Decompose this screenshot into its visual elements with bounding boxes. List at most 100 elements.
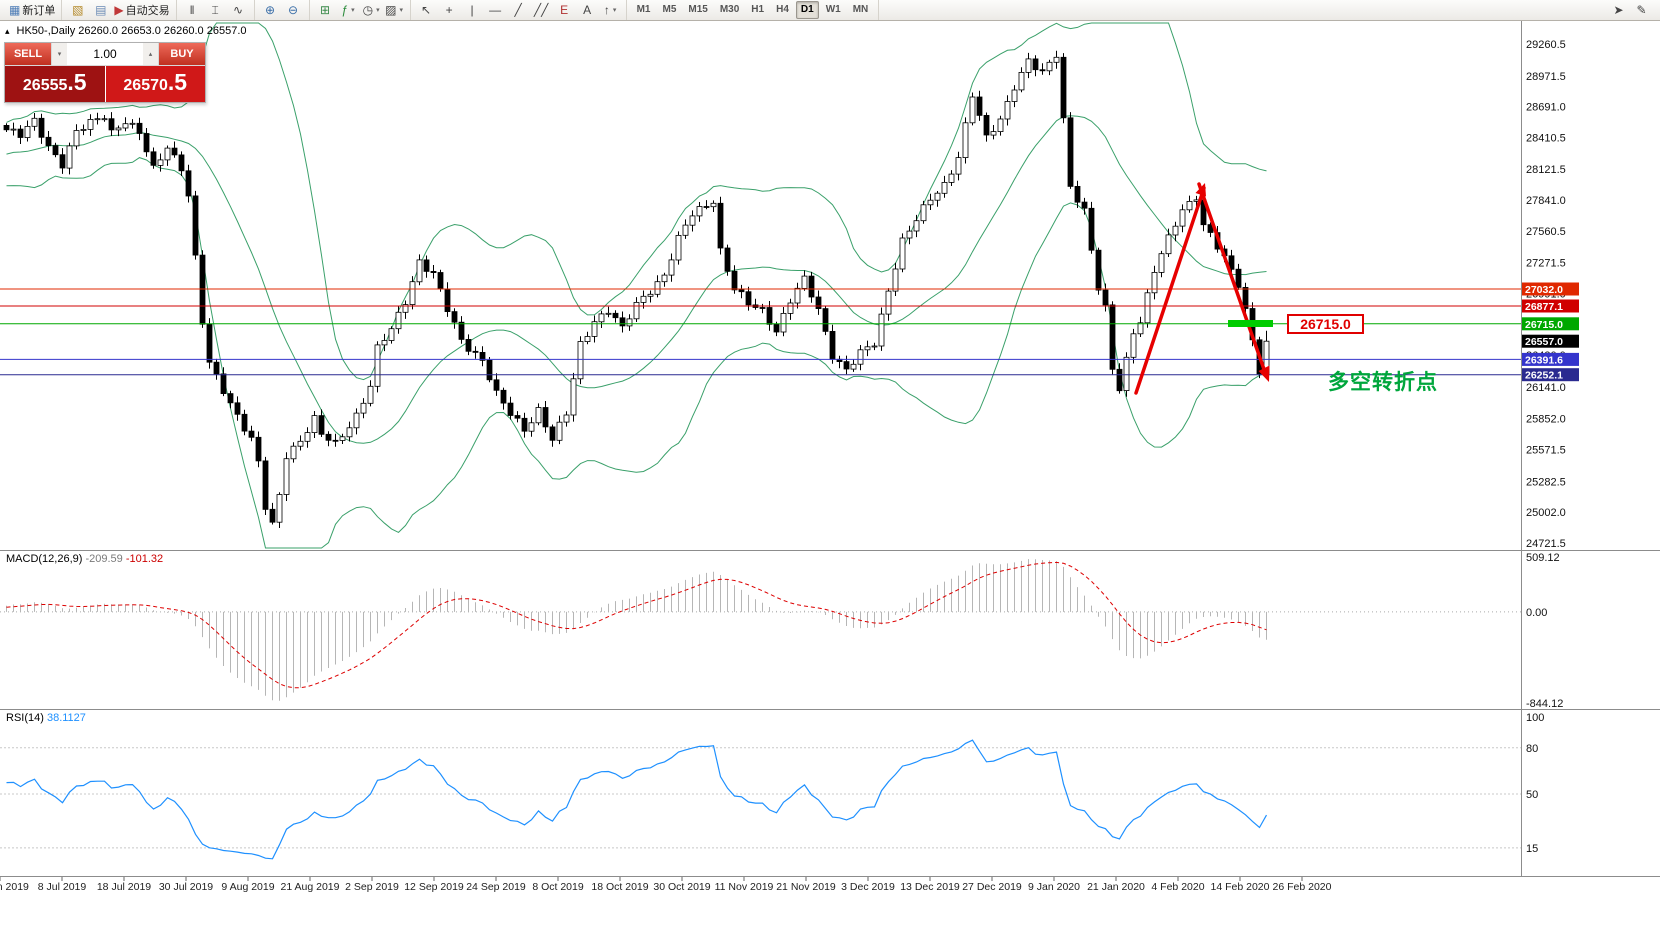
svg-text:26141.0: 26141.0 xyxy=(1526,382,1566,394)
crosshair-icon[interactable]: + xyxy=(438,1,461,19)
svg-text:27560.5: 27560.5 xyxy=(1526,226,1566,238)
buy-button[interactable]: BUY xyxy=(159,43,205,65)
svg-text:80: 80 xyxy=(1526,743,1538,755)
volume-increase-button[interactable]: ▴ xyxy=(143,43,158,65)
pointer-icon: ➤ xyxy=(1613,3,1624,17)
date-scale[interactable]: 26 Jun 2019 8 Jul 2019 18 Jul 2019 30 Jul 2… xyxy=(0,877,1332,893)
cursor-icon: ↖ xyxy=(421,3,432,17)
svg-text:25571.5: 25571.5 xyxy=(1526,445,1566,457)
timeframe-button-m5[interactable]: M5 xyxy=(662,4,677,15)
bid-price-main: 26555 xyxy=(22,77,68,94)
zoom-in-icon[interactable]: ⊕ xyxy=(259,1,282,19)
pencil-icon: ✎ xyxy=(1636,3,1647,17)
svg-text:14 Feb 2020: 14 Feb 2020 xyxy=(1211,881,1270,893)
trend-arrow-annotation[interactable] xyxy=(1134,182,1270,395)
dropdown-caret-icon: ▾ xyxy=(351,7,355,14)
new-order-button[interactable]: ▦ 新订单 xyxy=(7,1,57,19)
line-chart-icon[interactable]: ∿ xyxy=(227,1,250,19)
rsi-indicator-label: RSI(14) 38.1127 xyxy=(6,712,86,724)
pencil-icon[interactable]: ✎ xyxy=(1630,1,1653,19)
rsi-name: RSI(14) xyxy=(6,712,44,724)
cursor-icon[interactable]: ↖ xyxy=(415,1,438,19)
vertical-line-icon[interactable]: | xyxy=(461,1,484,19)
one-click-collapse-icon[interactable]: ▴ xyxy=(5,25,10,36)
bid-price[interactable]: 26555.5 xyxy=(5,66,105,102)
timeframe-button-w1[interactable]: W1 xyxy=(825,4,841,15)
volume-stepper: ▾ ▴ xyxy=(51,43,159,65)
svg-text:25852.0: 25852.0 xyxy=(1526,414,1566,426)
macd-signal-value: -101.32 xyxy=(125,553,164,565)
horizontal-line-icon[interactable]: ― xyxy=(484,1,507,19)
macd-panel xyxy=(0,559,1521,701)
ask-price[interactable]: 26570.5 xyxy=(104,66,205,102)
timeframe-button-m30[interactable]: M30 xyxy=(719,4,740,15)
timeframe-button-h4[interactable]: H4 xyxy=(776,4,789,15)
svg-text:3 Dec 2019: 3 Dec 2019 xyxy=(841,881,895,893)
sell-button[interactable]: SELL xyxy=(5,43,51,65)
toolbar-group-draw-tools: ↖ + | ― ╱ ╱╱ E A ↑ ▾ xyxy=(411,0,627,20)
timeframe-button-m1[interactable]: M1 xyxy=(636,4,651,15)
support-highlight[interactable] xyxy=(1228,320,1273,327)
svg-text:30 Oct 2019: 30 Oct 2019 xyxy=(653,881,710,893)
rsi-scale[interactable]: 100 80 50 15 xyxy=(1526,712,1544,855)
macd-scale[interactable]: 509.12 0.00 -844.12 xyxy=(1526,552,1563,710)
bar-chart-icon: ‖ xyxy=(189,3,195,17)
autotrading-button-icon: ▶ xyxy=(114,3,124,17)
svg-text:12 Sep 2019: 12 Sep 2019 xyxy=(404,881,464,893)
timeframe-button-m15[interactable]: M15 xyxy=(688,4,708,15)
channel-icon: ╱╱ xyxy=(533,3,549,17)
periods-icon[interactable]: ◷ ▾ xyxy=(360,1,383,19)
arrows-icon: ↑ xyxy=(603,3,610,17)
profile-icon: ▤ xyxy=(95,3,107,17)
channel-icon[interactable]: ╱╱ xyxy=(530,1,553,19)
svg-text:21 Nov 2019: 21 Nov 2019 xyxy=(776,881,836,893)
text-icon[interactable]: A xyxy=(576,1,599,19)
svg-text:-844.12: -844.12 xyxy=(1526,698,1563,710)
timeframe-button-d1[interactable]: D1 xyxy=(795,1,819,19)
volume-input[interactable] xyxy=(67,43,143,65)
toolbar-group-right: ➤ ✎ xyxy=(1603,0,1657,20)
toolbar-group-zoom: ⊕ ⊖ xyxy=(255,0,310,20)
pointer-icon[interactable]: ➤ xyxy=(1607,1,1630,19)
svg-text:21 Aug 2019: 21 Aug 2019 xyxy=(281,881,340,893)
tile-windows-icon: ⊞ xyxy=(320,3,331,17)
tile-windows-icon[interactable]: ⊞ xyxy=(314,1,337,19)
indicators-icon: ƒ xyxy=(341,3,349,17)
profile-icon[interactable]: ▤ xyxy=(89,1,112,19)
templates-icon: ▨ xyxy=(385,3,397,17)
autotrading-button[interactable]: ▶ 自动交易 xyxy=(112,1,171,19)
bollinger-bands xyxy=(6,22,1267,549)
svg-text:11 Nov 2019: 11 Nov 2019 xyxy=(715,881,774,893)
svg-text:8 Oct 2019: 8 Oct 2019 xyxy=(532,881,584,893)
turning-point-note[interactable]: 多空转折点 xyxy=(1328,371,1438,394)
svg-text:9 Aug 2019: 9 Aug 2019 xyxy=(221,881,274,893)
svg-text:50: 50 xyxy=(1526,789,1538,801)
charts-grid-icon: ▧ xyxy=(72,3,84,17)
timeframe-button-h1[interactable]: H1 xyxy=(751,4,765,15)
svg-text:28410.5: 28410.5 xyxy=(1526,132,1566,144)
horizontal-line-icon: ― xyxy=(489,3,502,17)
volume-decrease-button[interactable]: ▾ xyxy=(52,43,67,65)
candlestick-chart-icon[interactable]: ⌶ xyxy=(204,1,227,19)
dropdown-caret-icon: ▾ xyxy=(399,7,403,14)
periods-icon: ◷ xyxy=(362,3,374,17)
one-click-trading-panel: SELL ▾ ▴ BUY 26555.5 26570.5 xyxy=(4,42,206,103)
svg-text:28691.0: 28691.0 xyxy=(1526,102,1566,114)
trendline-icon[interactable]: ╱ xyxy=(507,1,530,19)
crosshair-icon: + xyxy=(445,3,453,17)
svg-text:28121.5: 28121.5 xyxy=(1526,164,1566,176)
svg-text:24721.5: 24721.5 xyxy=(1526,538,1566,550)
indicators-icon[interactable]: ƒ ▾ xyxy=(337,1,360,19)
toolbar-group-windows: ▧ ▤ ▶ 自动交易 xyxy=(62,0,177,20)
charts-grid-icon[interactable]: ▧ xyxy=(66,1,89,19)
bar-chart-icon[interactable]: ‖ xyxy=(181,1,204,19)
svg-text:13 Dec 2019: 13 Dec 2019 xyxy=(900,881,960,893)
timeframe-button-mn[interactable]: MN xyxy=(852,4,869,15)
price-callout[interactable]: 26715.0 xyxy=(1287,314,1364,334)
fibonacci-icon[interactable]: E xyxy=(553,1,576,19)
zoom-out-icon[interactable]: ⊖ xyxy=(282,1,305,19)
templates-icon[interactable]: ▨ ▾ xyxy=(383,1,406,19)
arrows-icon[interactable]: ↑ ▾ xyxy=(599,1,622,19)
svg-text:21 Jan 2020: 21 Jan 2020 xyxy=(1087,881,1145,893)
